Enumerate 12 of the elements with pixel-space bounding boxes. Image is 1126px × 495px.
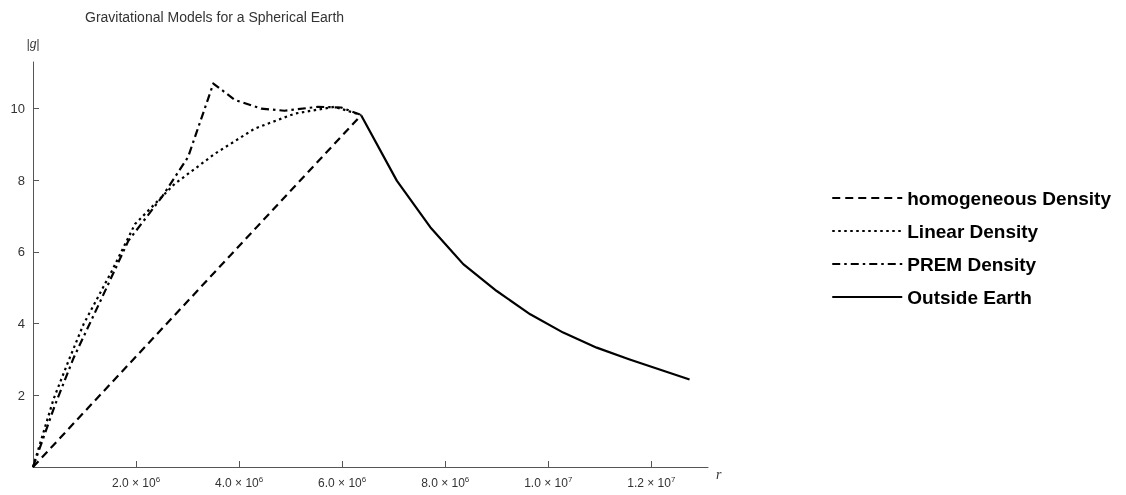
y-tick-label: 4: [17, 316, 25, 332]
y-tick-label: 2: [17, 387, 25, 403]
chart-title: Gravitational Models for a Spherical Earth: [85, 9, 345, 25]
legend-label: homogeneous Density: [907, 187, 1112, 209]
legend-label: PREM Density: [907, 253, 1037, 275]
y-tick-label: 8: [17, 172, 25, 188]
legend-label: Outside Earth: [907, 286, 1032, 308]
x-axis-title: r: [716, 466, 722, 482]
y-tick-label: 6: [17, 244, 25, 260]
y-axis-title: |g|: [26, 37, 40, 51]
legend-label: Linear Density: [907, 220, 1039, 242]
y-tick-label: 10: [10, 101, 25, 117]
